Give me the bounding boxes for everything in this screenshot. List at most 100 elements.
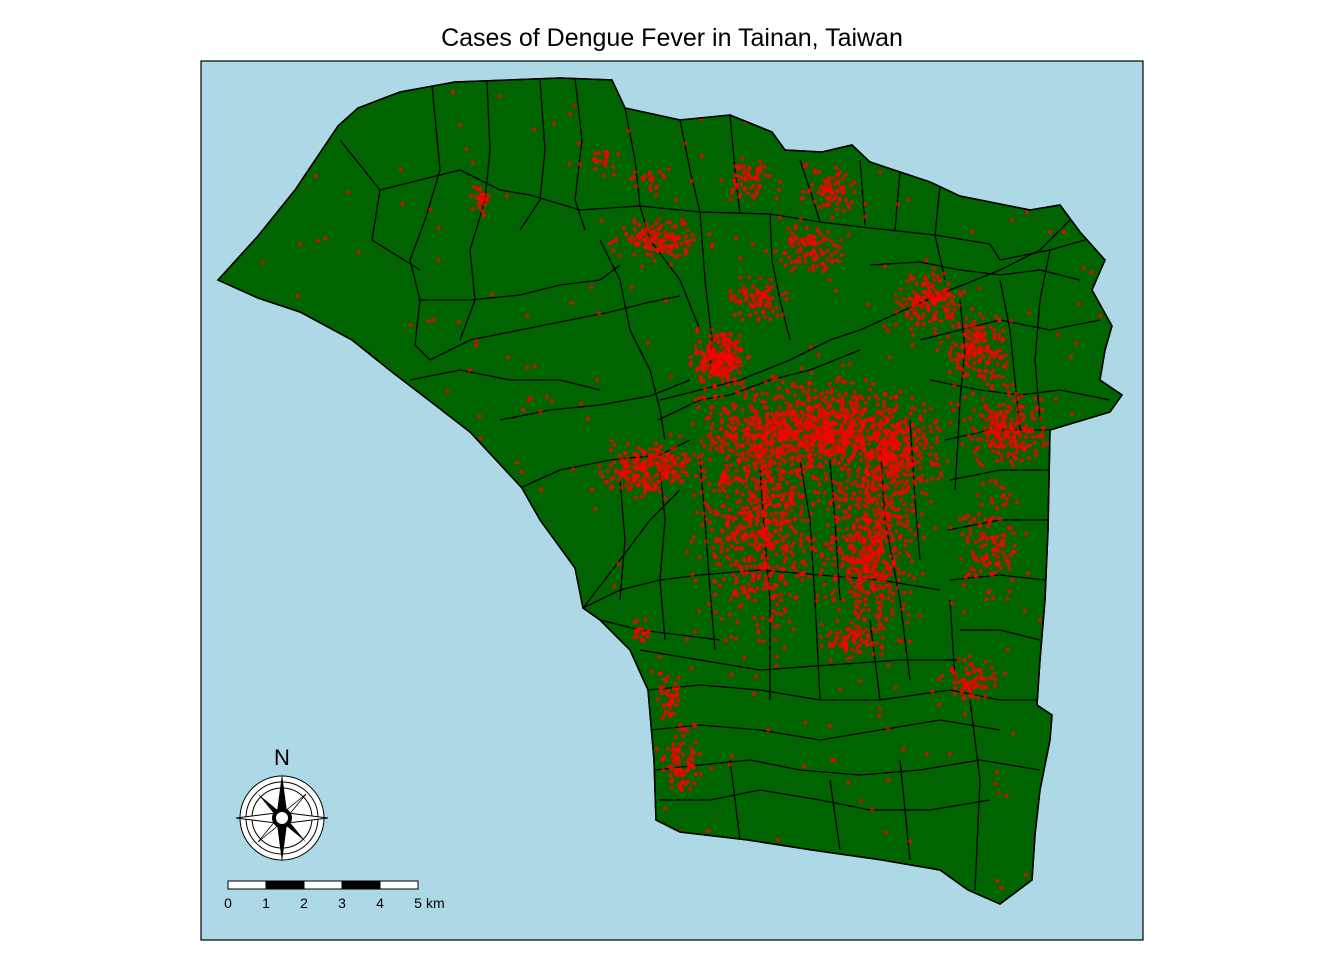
dengue-case-point xyxy=(819,191,824,196)
dengue-case-point xyxy=(789,437,794,442)
dengue-case-point xyxy=(863,455,868,460)
dengue-case-point xyxy=(994,770,1000,775)
dengue-case-point xyxy=(567,161,572,167)
dengue-case-point xyxy=(872,572,878,578)
dengue-case-point xyxy=(428,207,433,212)
dengue-case-point xyxy=(969,336,974,342)
dengue-case-point xyxy=(863,400,868,406)
dengue-case-point xyxy=(552,121,557,126)
dengue-case-point xyxy=(774,663,779,669)
dengue-case-point xyxy=(748,564,753,569)
dengue-case-point xyxy=(825,449,830,454)
dengue-case-point xyxy=(723,474,728,479)
dengue-case-point xyxy=(659,223,664,228)
dengue-case-point xyxy=(1010,731,1016,736)
dengue-case-point xyxy=(981,560,986,565)
dengue-case-point xyxy=(739,348,744,353)
dengue-case-point xyxy=(875,409,880,414)
dengue-case-point xyxy=(761,458,767,463)
dengue-case-point xyxy=(874,438,880,443)
dengue-case-point xyxy=(297,241,303,246)
dengue-case-point xyxy=(838,429,844,435)
dengue-case-point xyxy=(776,446,781,451)
dengue-case-point xyxy=(975,675,981,680)
dengue-case-point xyxy=(671,711,677,716)
dengue-case-point xyxy=(854,395,859,400)
dengue-case-point xyxy=(810,443,816,448)
dengue-case-point xyxy=(961,373,966,378)
dengue-case-point xyxy=(689,178,695,184)
dengue-case-point xyxy=(821,261,826,267)
dengue-case-point xyxy=(737,370,742,375)
dengue-case-point xyxy=(650,224,655,229)
dengue-case-point xyxy=(740,480,746,485)
dengue-case-point xyxy=(831,597,836,602)
dengue-case-point xyxy=(880,569,886,575)
dengue-case-point xyxy=(742,588,747,593)
dengue-case-point xyxy=(657,169,662,174)
dengue-case-point xyxy=(813,242,818,248)
dengue-case-point xyxy=(783,263,788,268)
dengue-case-point xyxy=(655,448,660,454)
dengue-case-point xyxy=(894,299,900,305)
dengue-case-point xyxy=(718,438,723,443)
dengue-case-point xyxy=(893,484,898,489)
dengue-case-point xyxy=(758,276,763,281)
dengue-case-point xyxy=(668,262,674,267)
dengue-case-point xyxy=(966,356,972,361)
dengue-case-point xyxy=(862,214,867,219)
dengue-case-point xyxy=(877,482,882,488)
dengue-case-point xyxy=(765,441,770,446)
dengue-case-point xyxy=(995,458,1000,464)
dengue-case-point xyxy=(809,370,814,375)
dengue-case-point xyxy=(669,693,675,698)
dengue-case-point xyxy=(822,561,827,566)
dengue-case-point xyxy=(976,339,981,345)
dengue-case-point xyxy=(898,492,903,497)
dengue-case-point xyxy=(847,361,852,366)
dengue-case-point xyxy=(690,572,695,578)
dengue-case-point xyxy=(1008,459,1014,464)
dengue-case-point xyxy=(690,749,696,755)
dengue-case-point xyxy=(771,494,776,499)
dengue-case-point xyxy=(801,570,806,575)
dengue-case-point xyxy=(605,480,610,485)
dengue-case-point xyxy=(813,547,818,553)
dengue-case-point xyxy=(833,514,838,520)
dengue-case-point xyxy=(912,433,917,438)
dengue-case-point xyxy=(732,312,738,317)
dengue-case-point xyxy=(735,593,741,598)
dengue-case-point xyxy=(757,504,762,509)
dengue-case-point xyxy=(936,702,942,707)
dengue-case-point xyxy=(1029,427,1035,432)
dengue-case-point xyxy=(992,332,997,337)
dengue-case-point xyxy=(664,248,670,254)
dengue-case-point xyxy=(913,298,918,303)
dengue-case-point xyxy=(988,350,993,356)
dengue-case-point xyxy=(733,475,739,480)
dengue-case-point xyxy=(642,490,647,496)
dengue-case-point xyxy=(728,416,733,422)
dengue-case-point xyxy=(774,552,779,557)
dengue-case-point xyxy=(847,627,853,632)
dengue-case-point xyxy=(780,493,785,498)
dengue-case-point xyxy=(989,665,994,670)
dengue-case-point xyxy=(718,427,723,432)
dengue-case-point xyxy=(745,594,751,600)
dengue-case-point xyxy=(727,556,732,561)
dengue-case-point xyxy=(930,476,935,481)
dengue-case-point xyxy=(908,273,913,278)
dengue-case-point xyxy=(862,510,867,516)
dengue-case-point xyxy=(773,637,778,642)
dengue-case-point xyxy=(736,511,742,516)
dengue-case-point xyxy=(1015,499,1020,505)
dengue-case-point xyxy=(851,453,856,458)
dengue-case-point xyxy=(874,501,880,507)
dengue-case-point xyxy=(755,546,760,551)
dengue-case-point xyxy=(845,478,850,484)
dengue-case-point xyxy=(821,203,827,208)
dengue-case-point xyxy=(654,184,660,190)
dengue-case-point xyxy=(627,237,632,242)
dengue-case-point xyxy=(733,340,738,345)
dengue-case-point xyxy=(674,703,679,708)
